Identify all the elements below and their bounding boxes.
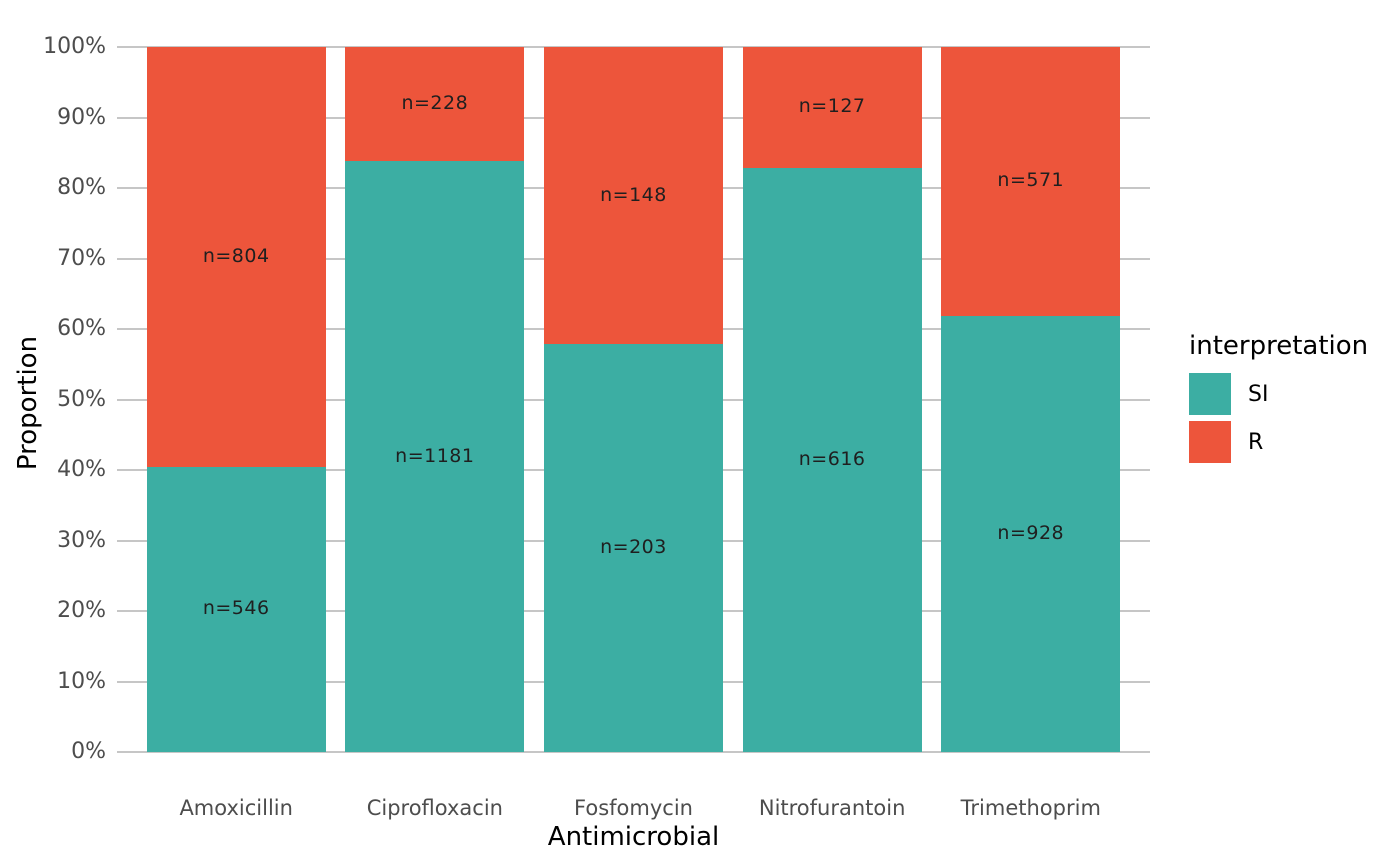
x-category-label-nitrofurantoin: Nitrofurantoin — [758, 796, 906, 820]
legend-item-si: SI — [1189, 373, 1368, 415]
y-tick-label-20%: 20% — [57, 598, 106, 623]
x-category-label-trimethoprim: Trimethoprim — [960, 796, 1101, 820]
bar-count-label-fosfomycin-r: n=148 — [600, 183, 667, 206]
bar-count-label-nitrofurantoin-si: n=616 — [798, 447, 866, 470]
bar-count-label-ciprofloxacin-si: n=1181 — [395, 444, 475, 467]
y-tick-label-0%: 0% — [71, 739, 106, 764]
bar-segment-nitrofurantoin-r — [742, 47, 922, 168]
bar-segment-ciprofloxacin-si — [345, 161, 525, 752]
x-axis-title: Antimicrobial — [547, 822, 720, 852]
y-tick-label-30%: 30% — [57, 527, 106, 553]
y-tick-label-40%: 40% — [57, 457, 106, 482]
y-tick-label-60%: 60% — [57, 316, 106, 341]
x-category-label-amoxicillin: Amoxicillin — [179, 796, 293, 820]
bar-segment-amoxicillin-r — [146, 47, 326, 467]
bar-count-label-amoxicillin-si: n=546 — [202, 597, 270, 620]
x-category-label-fosfomycin: Fosfomycin — [574, 796, 693, 820]
bar-count-label-nitrofurantoin-r: n=127 — [798, 95, 866, 118]
y-tick-label-90%: 90% — [57, 104, 106, 130]
y-tick-label-100%: 100% — [43, 34, 106, 59]
x-category-label-ciprofloxacin: Ciprofloxacin — [366, 796, 503, 820]
legend-swatch-r — [1189, 421, 1231, 463]
bar-segment-nitrofurantoin-si — [742, 167, 922, 752]
bar-segment-fosfomycin-r — [544, 47, 723, 345]
y-tick-label-70%: 70% — [57, 245, 106, 271]
legend-title: interpretation — [1189, 331, 1369, 361]
bar-segment-amoxicillin-si — [146, 466, 326, 752]
bar-count-label-amoxicillin-r: n=804 — [202, 244, 270, 267]
bar-count-label-fosfomycin-si: n=203 — [600, 536, 667, 559]
bar-count-label-ciprofloxacin-r: n=228 — [401, 92, 469, 115]
legend-label-r: R — [1248, 429, 1264, 455]
legend: interpretation SI R — [1189, 331, 1368, 469]
legend-item-r: R — [1189, 421, 1368, 463]
legend-label-si: SI — [1248, 381, 1269, 407]
bar-count-label-trimethoprim-si: n=928 — [997, 521, 1065, 544]
y-tick-label-10%: 10% — [57, 668, 106, 694]
bar-segment-ciprofloxacin-r — [345, 47, 525, 162]
bar-count-label-trimethoprim-r: n=571 — [997, 169, 1065, 192]
bar-segment-trimethoprim-r — [941, 47, 1121, 316]
bar-segment-fosfomycin-si — [544, 344, 723, 752]
plot-panel: n=546 n=804 n=1181 n=228 n=203 n=148 n=616 n=12… — [117, 46, 1150, 753]
legend-swatch-si — [1189, 373, 1231, 415]
gridline-0% — [117, 751, 1150, 753]
bar-segment-trimethoprim-si — [941, 315, 1121, 752]
legend-items: SI R — [1189, 373, 1368, 463]
y-tick-label-80%: 80% — [57, 175, 106, 200]
y-tick-label-50%: 50% — [57, 386, 106, 412]
